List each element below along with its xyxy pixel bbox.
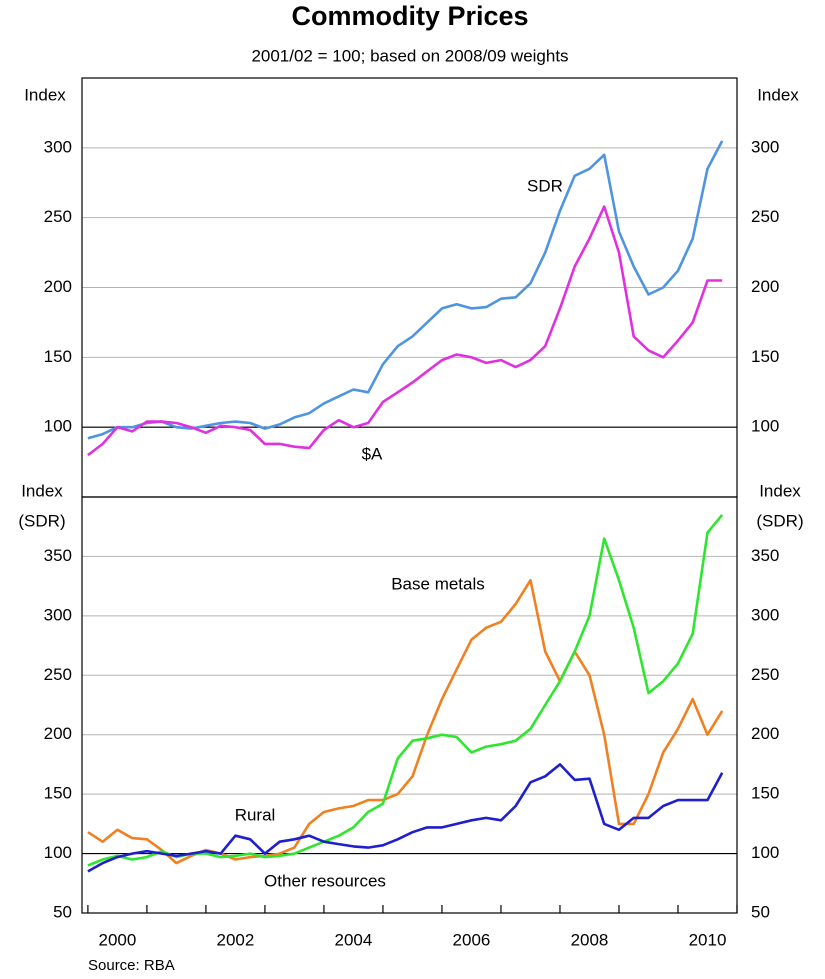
series-label: Base metals [391,574,485,593]
y-tick-label: 100 [44,417,72,436]
chart-subtitle: 2001/02 = 100; based on 2008/09 weights [251,46,568,65]
series-line [87,578,724,865]
series-line [87,763,724,873]
y-tick-label: 150 [44,347,72,366]
plot-frame [81,496,738,914]
series-label: $A [362,444,383,463]
y-tick-label: 100 [751,843,779,862]
y-tick-label: 100 [44,843,72,862]
series-label: Rural [235,805,276,824]
y-tick-label: 350 [44,546,72,565]
y-tick-label: 100 [751,417,779,436]
y-tick-label: 200 [751,277,779,296]
y-axis-label: (SDR) [756,511,803,530]
x-tick-label: 2010 [689,930,727,949]
series-label: SDR [527,176,563,195]
y-tick-label: 250 [751,665,779,684]
y-axis-label: Index [21,481,63,500]
y-tick-label: 150 [751,784,779,803]
chart-title: Commodity Prices [291,1,528,31]
source-note: Source: RBA [88,957,175,974]
series-line [87,140,724,440]
y-tick-label: 300 [44,137,72,156]
y-tick-label: 200 [751,724,779,743]
series-line [87,513,724,867]
y-tick-label: 250 [44,665,72,684]
y-axis-label: Index [757,85,799,104]
y-tick-label: 350 [751,546,779,565]
y-axis-label: Index [24,85,66,104]
y-axis-label: Index [759,481,801,500]
y-tick-label: 150 [751,347,779,366]
y-tick-label: 200 [44,277,72,296]
y-tick-label: 300 [44,605,72,624]
x-tick-label: 2004 [335,930,373,949]
y-tick-label: 50 [751,902,770,921]
x-tick-label: 2000 [98,930,136,949]
y-tick-label: 250 [751,207,779,226]
series-line [87,205,723,457]
y-tick-label: 250 [44,207,72,226]
x-tick-label: 2008 [571,930,609,949]
y-tick-label: 200 [44,724,72,743]
x-tick-label: 2006 [453,930,491,949]
y-tick-label: 150 [44,784,72,803]
x-tick-label: 2002 [217,930,255,949]
y-tick-label: 300 [751,137,779,156]
y-axis-label: (SDR) [18,511,65,530]
y-tick-label: 50 [53,902,72,921]
series-label: Other resources [264,871,386,890]
y-tick-label: 300 [751,605,779,624]
